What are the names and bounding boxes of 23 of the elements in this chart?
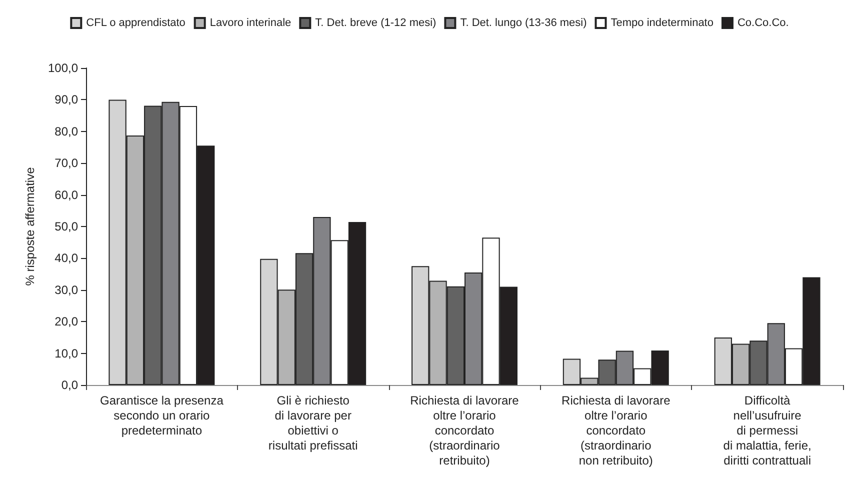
y-tick-label: 80,0	[54, 124, 78, 138]
y-tick-label: 30,0	[54, 282, 78, 297]
y-tick-label: 0,0	[61, 378, 78, 392]
y-tick-label: 70,0	[54, 156, 78, 170]
legend-label: T. Det. breve (1-12 mesi)	[315, 17, 436, 29]
x-tick-label: Richiesta di lavorare oltre l’orario concordato (straordinario retribuito)	[410, 394, 520, 468]
legend-label: Co.Co.Co.	[737, 17, 789, 29]
x-tick-label: Richiesta di lavorare oltre l’orario concordato (straordinario non retribuito)	[562, 394, 671, 468]
y-tick-label: 60,0	[54, 188, 78, 202]
y-tick-label: 10,0	[54, 346, 78, 360]
y-tick-label: 20,0	[54, 314, 78, 329]
legend-label: CFL o apprendistato	[86, 17, 186, 29]
legend-label: Lavoro interinale	[210, 17, 292, 29]
x-tick-label: Gli è richiesto di lavorare per obiettivi o risultati prefissati	[268, 394, 358, 452]
y-axis-title: % risposte affermative	[23, 166, 37, 286]
y-tick-label: 90,0	[54, 92, 78, 107]
y-tick-label: 50,0	[54, 220, 78, 234]
x-tick-label: Garantisce la presenza secondo un orario predeterminato	[100, 394, 224, 438]
y-tick-label: 40,0	[54, 251, 78, 266]
legend-label: Tempo indeterminato	[610, 17, 714, 29]
x-tick-label: Difficoltà nell’usufruire di permessi di malattia, ferie, diritti contrattuali	[723, 394, 812, 468]
legend-label: T. Det. lungo (13-36 mesi)	[460, 17, 587, 29]
y-tick-label: 100,0	[48, 61, 78, 75]
